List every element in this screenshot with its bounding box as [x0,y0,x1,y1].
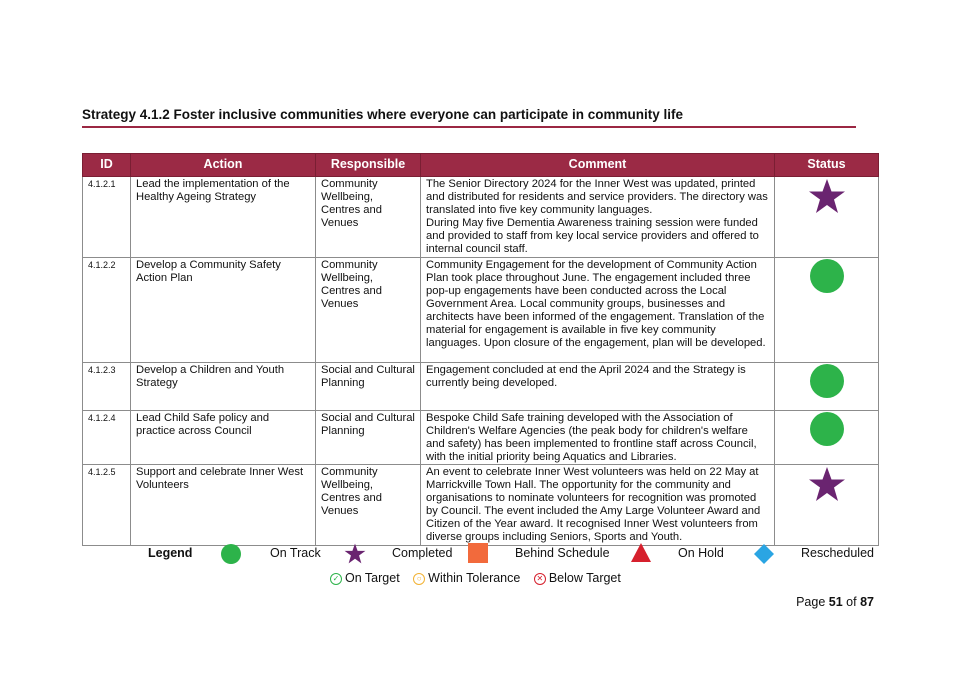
table-row: 4.1.2.5 Support and celebrate Inner West… [82,463,879,546]
page-number: Page 51 of 87 [796,595,874,609]
action-table: ID Action Responsible Comment Status 4.1… [82,153,879,546]
row-comment: Community Engagement for the development… [420,256,775,363]
legend-title: Legend [148,546,193,560]
header-comment: Comment [420,153,775,177]
page-of: of [846,595,857,609]
table-header-row: ID Action Responsible Comment Status [82,153,879,177]
table-row: 4.1.2.1 Lead the implementation of the H… [82,176,879,258]
target-item-on-target: ✓ On Target [330,570,400,586]
on-track-circle-icon [809,258,844,293]
legend: Legend On Track Completed Behind Schedul… [82,541,878,565]
legend-label-on-track: On Track [270,546,321,560]
legend-label-on-hold: On Hold [678,546,724,560]
strategy-heading: Strategy 4.1.2 Foster inclusive communit… [82,107,683,122]
orange-square-icon [468,543,488,563]
row-action: Develop a Community Safety Action Plan [130,256,316,363]
row-id: 4.1.2.1 [82,176,131,258]
ring-circle-icon: ○ [413,573,426,585]
row-status [774,463,879,546]
purple-star-icon [344,543,366,564]
row-id: 4.1.2.5 [82,463,131,546]
page-prefix: Page [796,595,826,609]
completed-star-icon [808,466,845,501]
blue-diamond-icon [754,544,774,564]
row-status [774,256,879,363]
table-row: 4.1.2.3 Develop a Children and Youth Str… [82,361,879,411]
header-id: ID [82,153,131,177]
row-responsible: Social and Cultural Planning [315,361,421,411]
completed-star-icon [808,179,845,213]
page-current: 51 [828,595,843,609]
cross-circle-icon: ✕ [533,573,546,585]
comment-text: The Senior Directory 2024 for the Inner … [426,178,768,256]
row-responsible: Community Wellbeing, Centres and Venues [315,176,421,258]
row-comment: An event to celebrate Inner West volunte… [420,463,775,546]
row-responsible: Social and Cultural Planning [315,409,421,465]
table-row: 4.1.2.4 Lead Child Safe policy and pract… [82,409,879,465]
row-status [774,361,879,411]
target-item-below-target: ✕ Below Target [533,570,621,586]
check-circle-icon: ✓ [330,573,342,585]
page-total: 87 [860,595,874,609]
table-row: 4.1.2.2 Develop a Community Safety Actio… [82,256,879,363]
row-action: Develop a Children and Youth Strategy [130,361,316,411]
row-status [774,409,879,465]
row-comment: Bespoke Child Safe training developed wi… [420,409,775,465]
row-comment: The Senior Directory 2024 for the Inner … [420,176,775,258]
header-responsible: Responsible [315,153,421,177]
legend-label-rescheduled: Rescheduled [801,546,874,560]
red-triangle-icon [631,543,651,562]
on-track-circle-icon [809,411,844,446]
legend-label-completed: Completed [392,546,453,560]
row-status [774,176,879,258]
row-id: 4.1.2.2 [82,256,131,363]
row-id: 4.1.2.4 [82,409,131,465]
heading-rule [82,126,856,128]
row-action: Lead the implementation of the Healthy A… [130,176,316,258]
row-responsible: Community Wellbeing, Centres and Venues [315,256,421,363]
row-comment: Engagement concluded at end the April 20… [420,361,775,411]
row-action: Lead Child Safe policy and practice acro… [130,409,316,465]
green-circle-icon [221,544,241,564]
header-action: Action [130,153,316,177]
row-id: 4.1.2.3 [82,361,131,411]
target-item-within-tolerance: ○ Within Tolerance [413,570,520,586]
row-responsible: Community Wellbeing, Centres and Venues [315,463,421,546]
on-track-circle-icon [809,363,844,398]
header-status: Status [774,153,879,177]
legend-label-behind-schedule: Behind Schedule [515,546,610,560]
row-action: Support and celebrate Inner West Volunte… [130,463,316,546]
target-legend: ✓ On Target ○ Within Tolerance ✕ Below Targ… [330,570,631,586]
